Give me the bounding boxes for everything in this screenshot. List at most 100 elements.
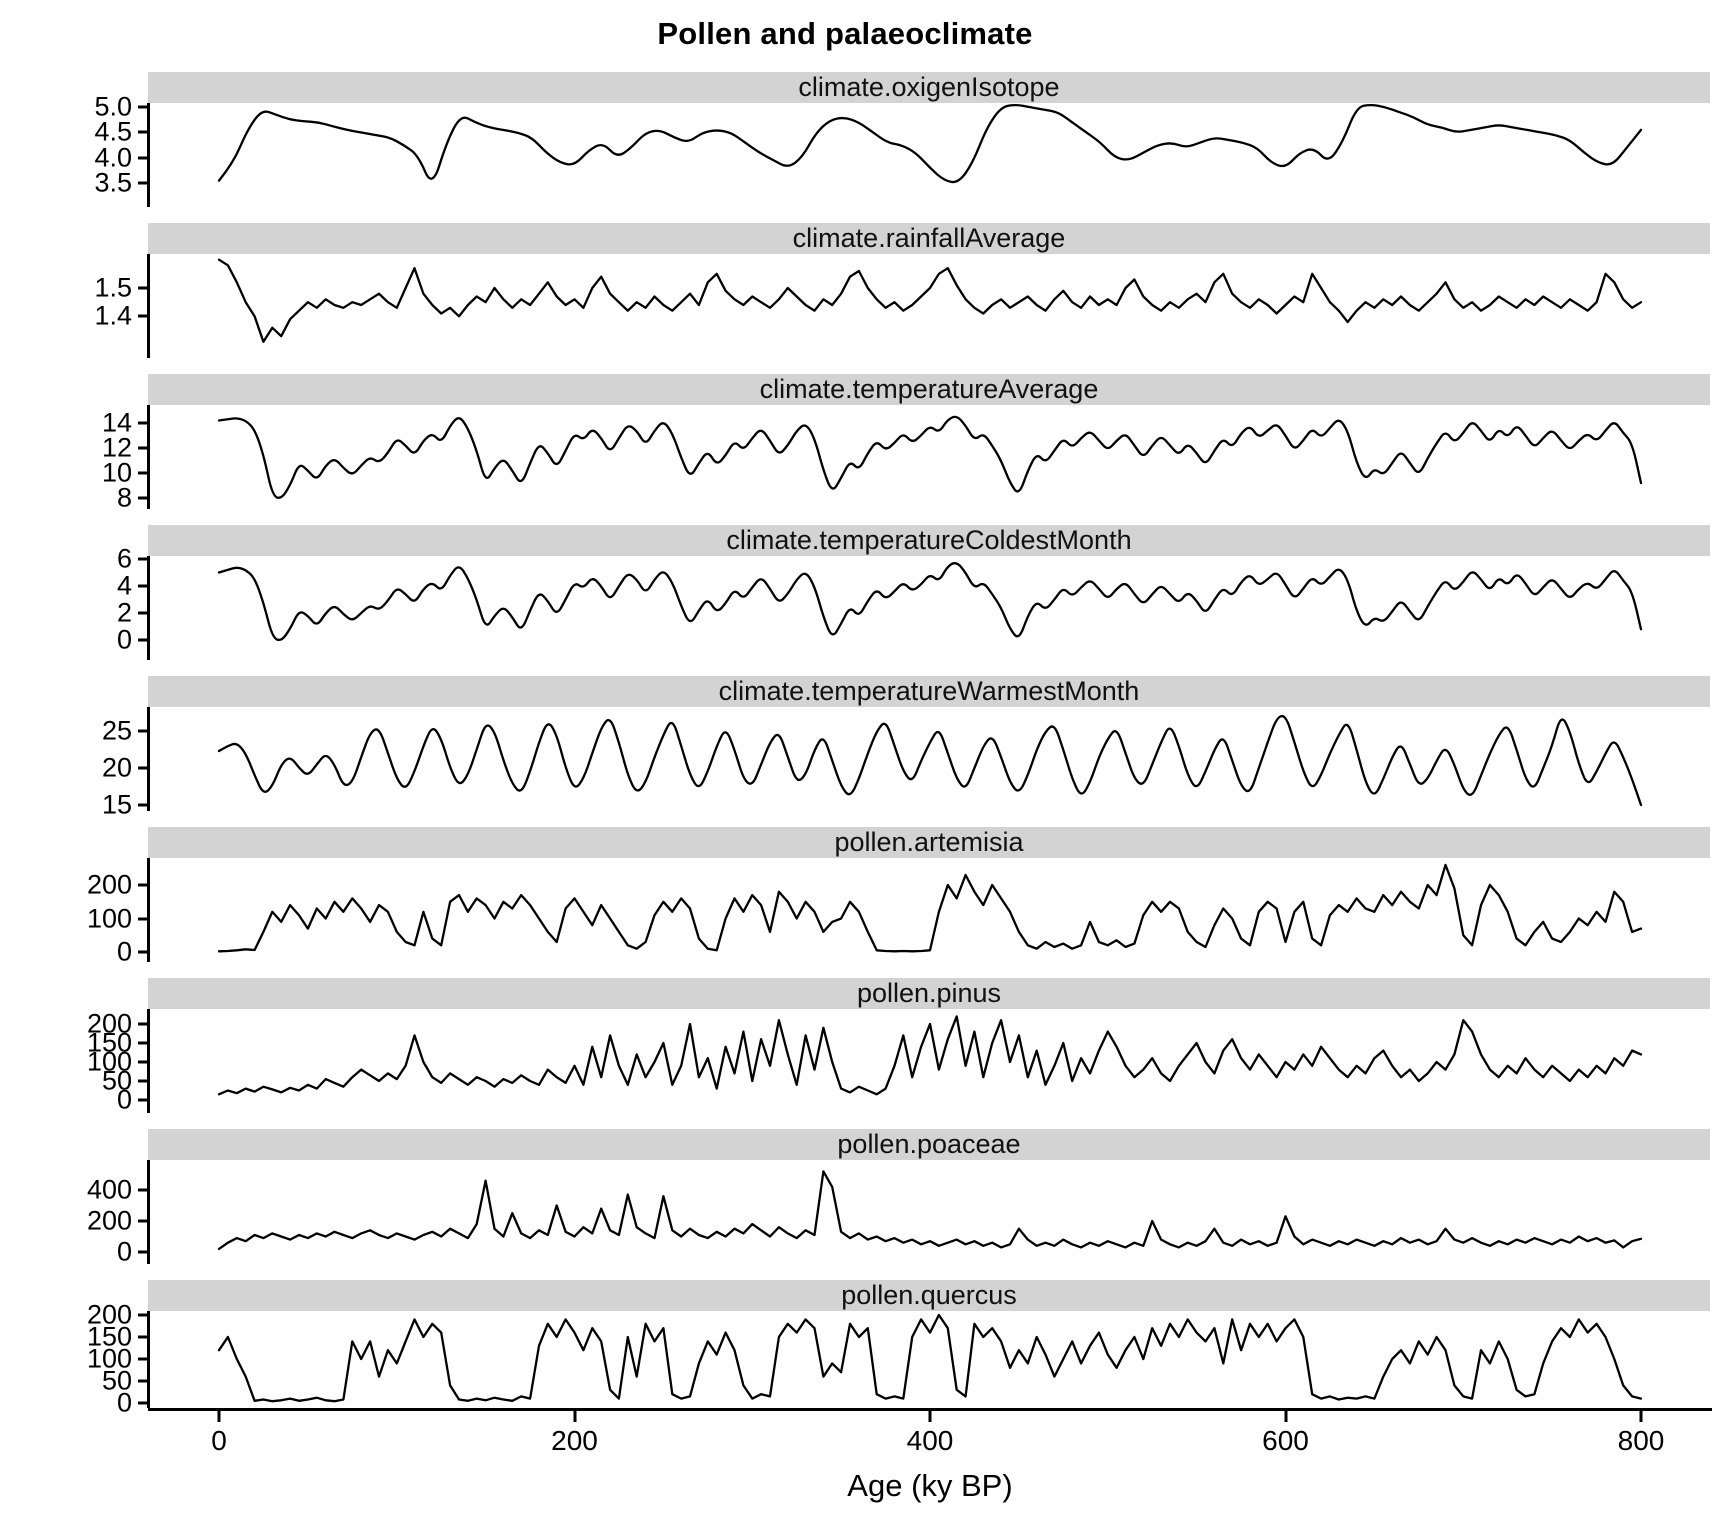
y-axis-line [147, 254, 150, 358]
y-tick [138, 950, 148, 954]
x-tick-label: 600 [1262, 1425, 1309, 1456]
y-axis-line [147, 1311, 150, 1408]
y-axis-line [147, 103, 150, 207]
series-svg [217, 1015, 1643, 1096]
plot-area: 400 200 0 [87, 1160, 1712, 1265]
y-tick-label: 1.5 [94, 272, 132, 303]
y-axis-line [147, 858, 150, 962]
facet-strip: climate.temperatureWarmestMonth [148, 676, 1710, 707]
plot-area: 5.0 4.5 4.0 3.5 [94, 93, 1712, 207]
y-tick-label: 200 [86, 869, 132, 900]
y-tick-label: 200 [86, 1008, 132, 1039]
y-tick-label: 1.4 [94, 300, 132, 331]
y-tick-label: 150 [86, 1027, 132, 1058]
y-tick [138, 883, 148, 887]
y-tick [138, 729, 148, 733]
facet-strip: pollen.artemisia [148, 827, 1710, 858]
y-tick [138, 1219, 148, 1223]
y-tick [138, 1335, 148, 1339]
plot-area: 200 150 100 50 0 [87, 1301, 1712, 1416]
y-tick-label: 0 [116, 624, 132, 655]
y-tick-label: 100 [86, 1343, 132, 1374]
facet-strip-label: pollen.pinus [856, 978, 1002, 1008]
y-axis-line [147, 556, 150, 660]
y-tick [138, 421, 148, 425]
series-line [217, 415, 1643, 499]
facet-strip-label: pollen.quercus [841, 1280, 1017, 1310]
y-tick-label: 6 [116, 543, 132, 574]
facet-strip: pollen.poaceae [148, 1129, 1710, 1160]
x-tick [1639, 1411, 1643, 1422]
y-tick [138, 1357, 148, 1361]
y-tick [138, 557, 148, 561]
y-tick [138, 803, 148, 807]
y-tick-label: 400 [86, 1174, 132, 1205]
series-svg [217, 714, 1643, 807]
x-tick [217, 1411, 221, 1422]
y-tick-label: 25 [101, 715, 132, 746]
x-tick [1284, 1411, 1287, 1422]
series-line [217, 562, 1643, 642]
series-line [217, 863, 1643, 953]
y-tick [138, 584, 148, 588]
facet-strip-label: pollen.artemisia [834, 827, 1024, 857]
y-tick [138, 1250, 148, 1254]
plot-area: 1.5 1.4 [94, 254, 1712, 358]
y-tick-label: 100 [86, 903, 132, 933]
y-tick-label: 12 [101, 432, 132, 463]
y-tick-label: 3.5 [94, 167, 132, 198]
x-axis-title: Age (ky BP) [847, 1468, 1013, 1503]
y-tick [138, 1188, 148, 1192]
series-line [217, 714, 1643, 807]
series-svg [217, 1313, 1643, 1403]
series-svg [217, 1170, 1643, 1251]
x-tick-label: 400 [906, 1425, 954, 1456]
y-tick [138, 1098, 148, 1102]
y-tick-label: 5.0 [94, 91, 132, 122]
y-tick [138, 917, 148, 920]
y-tick [138, 1313, 148, 1317]
facet-strip-label: climate.rainfallAverage [792, 223, 1066, 253]
y-tick [138, 156, 148, 160]
y-tick-label: 200 [86, 1299, 132, 1330]
x-tick [928, 1411, 932, 1422]
facet-strip-label: climate.temperatureAverage [759, 374, 1099, 404]
y-tick [138, 766, 148, 770]
facet-strip-label: climate.temperatureColdestMonth [726, 525, 1132, 555]
series-line [217, 104, 1643, 184]
series-line [217, 1015, 1643, 1096]
plot-area: 14 12 10 8 [102, 405, 1712, 511]
plot-area: 200 150 100 50 0 [87, 1009, 1712, 1113]
y-tick-label: 15 [101, 789, 132, 820]
x-tick-label: 200 [551, 1425, 598, 1456]
y-axis-line [147, 707, 150, 811]
y-tick [138, 496, 148, 500]
y-tick-label: 50 [101, 1365, 132, 1396]
y-tick-label: 14 [101, 407, 132, 438]
series-line [217, 1170, 1643, 1251]
series-line [217, 1313, 1643, 1403]
x-tick-label: 800 [1617, 1425, 1665, 1456]
y-tick [138, 105, 148, 109]
facet-strip: pollen.quercus [148, 1280, 1710, 1311]
y-axis-line [147, 1160, 150, 1264]
facet-strip-label: pollen.poaceae [837, 1129, 1021, 1159]
series-svg [217, 104, 1643, 184]
y-tick-label: 0 [116, 1084, 132, 1115]
y-tick-label: 20 [101, 752, 132, 783]
y-tick-label: 50 [101, 1065, 132, 1096]
y-tick-label: 4.5 [94, 116, 132, 147]
facet-strip: climate.rainfallAverage [148, 223, 1710, 254]
y-tick [138, 1401, 148, 1405]
y-tick-label: 0 [116, 936, 132, 967]
facet-strip-label: climate.temperatureWarmestMonth [718, 676, 1140, 706]
y-axis-line [147, 1009, 150, 1113]
y-tick [138, 181, 148, 185]
facet-strip: pollen.pinus [148, 978, 1710, 1009]
x-tick [573, 1411, 576, 1422]
facet-strip-label: climate.oxigenIsotope [798, 72, 1060, 102]
y-tick [138, 638, 148, 642]
y-tick [138, 1060, 148, 1064]
